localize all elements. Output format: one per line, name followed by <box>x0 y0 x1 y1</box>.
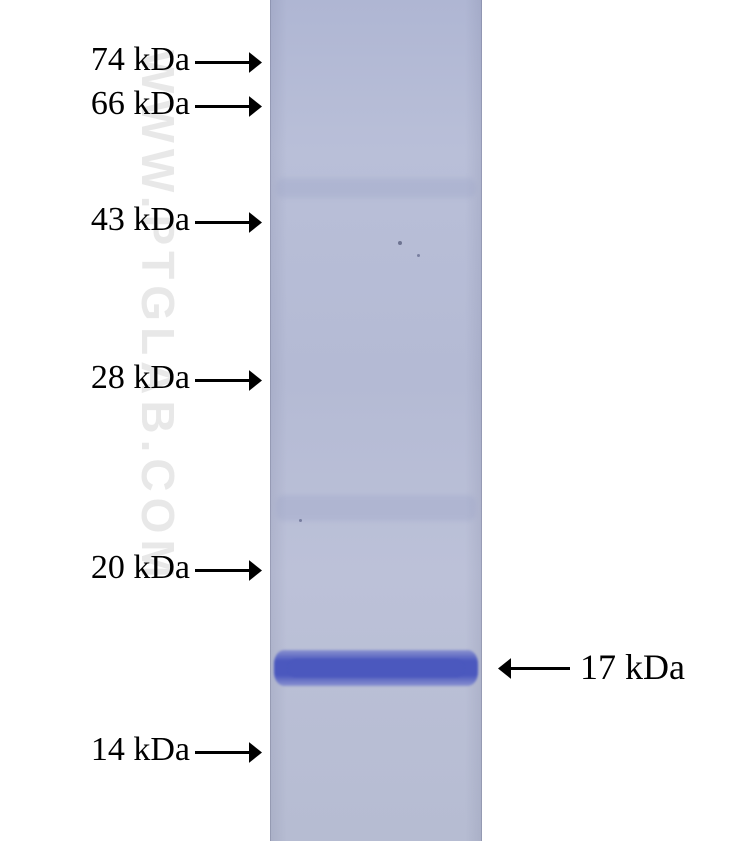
watermark: WWW.PTGLAB.COM <box>131 50 185 584</box>
arrow-icon <box>195 364 262 397</box>
mw-marker-label: 66 kDa <box>0 85 190 123</box>
arrow-icon <box>195 90 262 123</box>
faint-band <box>276 178 476 198</box>
arrow-icon <box>195 736 262 769</box>
mw-marker-label: 28 kDa <box>0 359 190 397</box>
arrow-icon <box>195 46 262 79</box>
arrow-icon <box>498 652 570 685</box>
gel-lane <box>270 0 482 841</box>
mw-marker-label: 14 kDa <box>0 731 190 769</box>
gel-image-canvas: WWW.PTGLAB.COM74 kDa 66 kDa 43 kDa 28 kDa 20… <box>0 0 740 841</box>
product-mw-label: 17 kDa <box>580 646 685 688</box>
mw-marker-label: 74 kDa <box>0 41 190 79</box>
mw-marker-label: 43 kDa <box>0 201 190 239</box>
arrow-icon <box>195 206 262 239</box>
arrow-icon <box>195 554 262 587</box>
mw-marker-label: 20 kDa <box>0 549 190 587</box>
faint-band <box>276 495 476 521</box>
product-band-core <box>288 659 464 677</box>
